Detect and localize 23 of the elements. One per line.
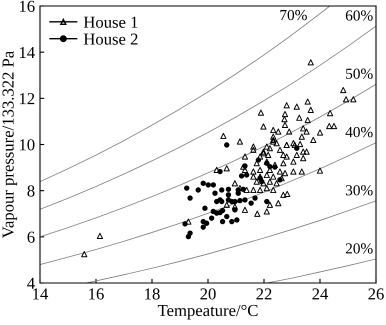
y-tick-label: 10 — [20, 139, 35, 150]
x-tick-label: 22 — [256, 288, 272, 300]
x-tick-label: 26 — [368, 288, 384, 300]
x-tick-label: 16 — [89, 288, 104, 300]
legend-label: House 2 — [84, 34, 138, 45]
series-label: 50% — [346, 68, 373, 79]
y-tick-label: 12 — [20, 93, 34, 104]
series-label: 20% — [346, 243, 373, 254]
series-label: 40% — [345, 126, 373, 138]
y-tick-label: 6 — [28, 232, 35, 243]
y-tick-label: 4 — [27, 278, 35, 289]
series-label: 60% — [346, 10, 373, 21]
x-tick-label: 18 — [145, 288, 160, 300]
series-label: 70% — [280, 10, 307, 20]
x-tick-label: 24 — [312, 288, 328, 300]
x-tick-label: 20 — [200, 288, 216, 300]
legend-label: House 1 — [84, 16, 138, 28]
y-tick-label: 16 — [20, 0, 35, 12]
y-tick-label: 14 — [20, 46, 35, 58]
x-axis-title: Tempeature/°C — [158, 304, 258, 320]
y-tick-label: 8 — [27, 185, 35, 197]
y-axis-title: Vapour pressure/133.322 Pa — [2, 51, 18, 238]
series-label: 30% — [346, 185, 373, 196]
